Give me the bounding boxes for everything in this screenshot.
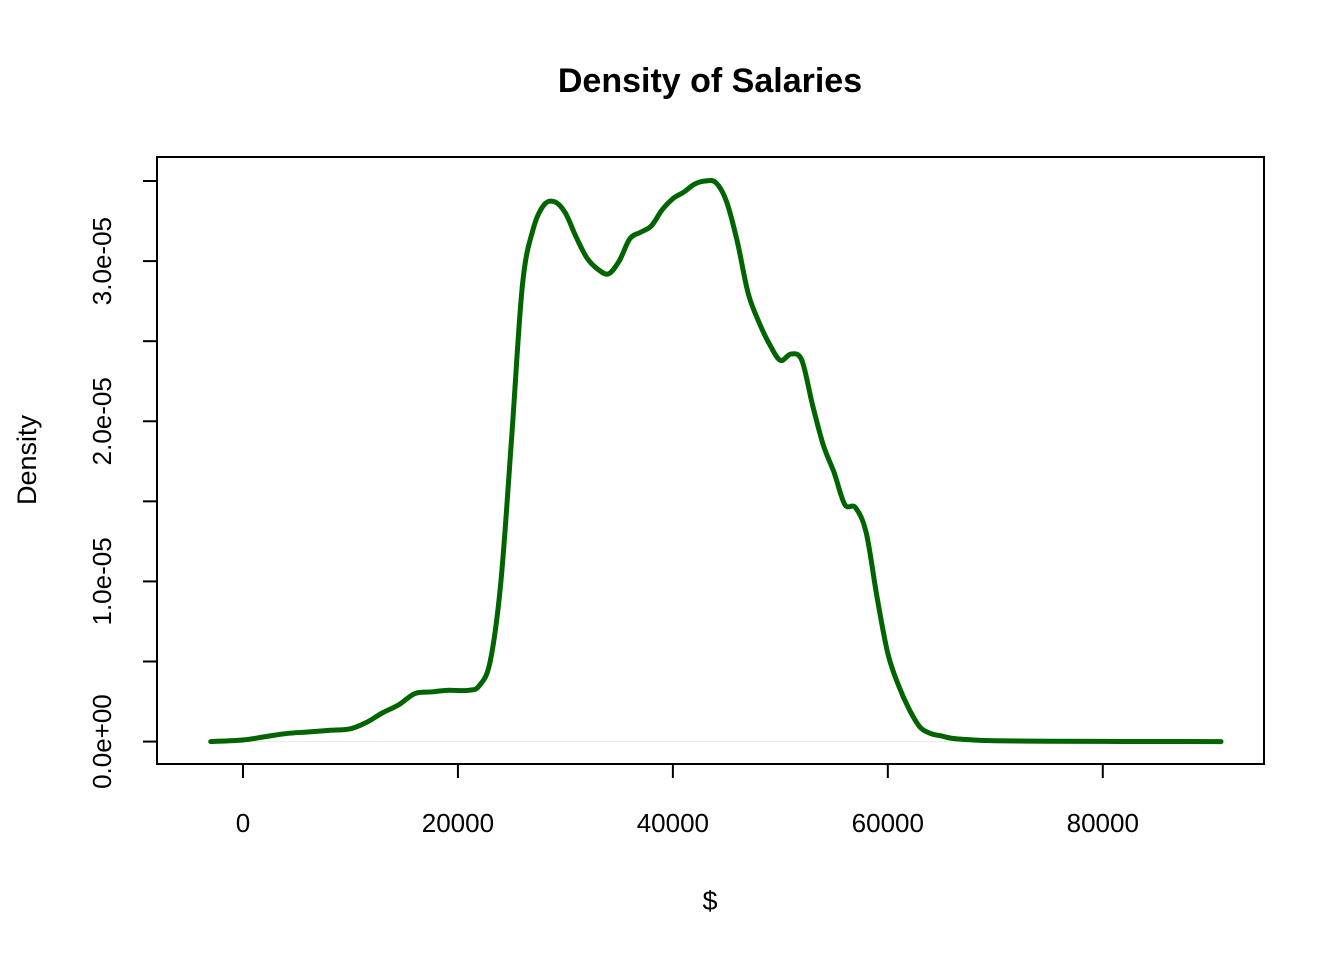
x-tick-label: 80000 — [1067, 808, 1139, 838]
series-layer — [208, 177, 1224, 745]
chart-title: Density of Salaries — [558, 62, 862, 100]
x-tick-label: 40000 — [637, 808, 709, 838]
x-tick-label: 60000 — [852, 808, 924, 838]
y-tick-label: 1.0e-05 — [87, 537, 117, 625]
y-axis: 0.0e+00 1.0e-05 2.0e-05 3.0e-05 — [87, 180, 158, 789]
y-tick-label: 3.0e-05 — [87, 217, 117, 305]
y-axis-label: Density — [12, 414, 42, 505]
x-tick-label: 20000 — [422, 808, 494, 838]
x-axis-label: $ — [702, 886, 717, 916]
density-line — [208, 177, 1224, 745]
x-axis: 0 20000 40000 60000 80000 — [236, 763, 1139, 838]
y-tick-label: 2.0e-05 — [87, 377, 117, 465]
y-tick-label: 0.0e+00 — [87, 694, 117, 789]
plot-box — [156, 156, 1265, 765]
x-tick-label: 0 — [236, 808, 250, 838]
